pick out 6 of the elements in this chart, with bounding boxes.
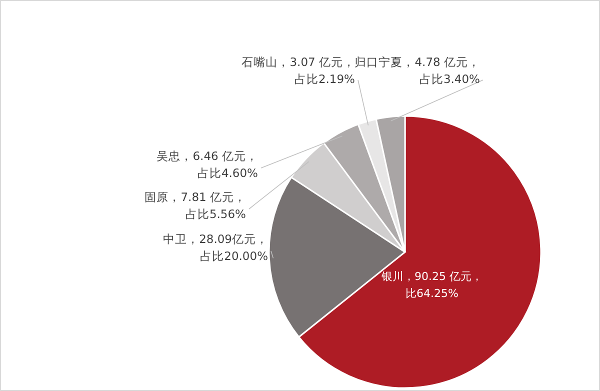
slice-label: 中卫，28.09亿元，占比20.00%: [163, 232, 268, 263]
slice-label: 银川，90.25 亿元，比64.25%: [380, 270, 482, 300]
slice-label: 固原，7.81 亿元，占比5.56%: [144, 190, 246, 221]
slice-label: 石嘴山，3.07 亿元，占比2.19%: [242, 55, 356, 86]
slice-label: 归口宁夏，4.78 亿元，占比3.40%: [354, 55, 480, 86]
slice-label: 吴忠，6.46 亿元，占比4.60%: [156, 149, 258, 180]
